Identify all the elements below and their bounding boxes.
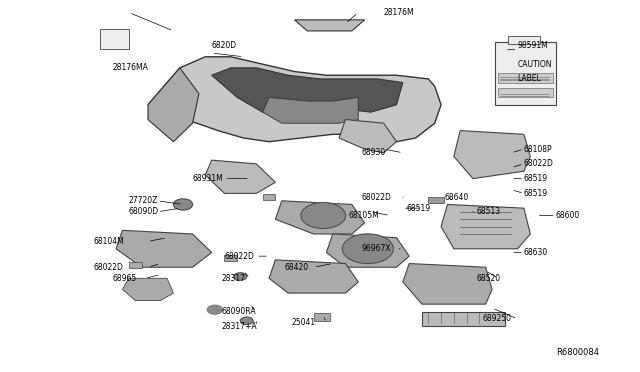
- Polygon shape: [116, 230, 212, 267]
- Text: 68520: 68520: [476, 274, 500, 283]
- Circle shape: [241, 317, 253, 324]
- Bar: [262, 194, 275, 200]
- Text: 68105M: 68105M: [349, 211, 380, 220]
- Text: 28176MA: 28176MA: [113, 63, 148, 72]
- Circle shape: [207, 305, 223, 314]
- Polygon shape: [122, 278, 173, 301]
- Bar: [499, 73, 552, 83]
- Bar: [129, 262, 141, 268]
- Polygon shape: [326, 234, 409, 267]
- Circle shape: [173, 199, 193, 210]
- Circle shape: [342, 234, 394, 263]
- Polygon shape: [441, 205, 531, 249]
- Text: 68022D: 68022D: [94, 263, 124, 272]
- Text: 68600: 68600: [556, 211, 580, 220]
- Text: 68108P: 68108P: [524, 145, 552, 154]
- Text: 68022D: 68022D: [524, 159, 554, 169]
- Bar: [428, 197, 444, 203]
- Text: 68022D: 68022D: [225, 251, 254, 261]
- Polygon shape: [275, 201, 365, 234]
- Polygon shape: [212, 68, 403, 112]
- Text: CAUTION: CAUTION: [518, 60, 552, 69]
- Text: 68022D: 68022D: [362, 193, 391, 202]
- Polygon shape: [294, 20, 365, 31]
- Text: 28317+A: 28317+A: [221, 322, 257, 331]
- Polygon shape: [205, 160, 275, 193]
- Text: 28317: 28317: [221, 274, 245, 283]
- Polygon shape: [339, 119, 396, 153]
- Polygon shape: [262, 97, 358, 123]
- Bar: [314, 313, 330, 321]
- Text: 68090D: 68090D: [129, 207, 159, 217]
- Bar: [100, 29, 129, 49]
- Text: 68930: 68930: [362, 148, 386, 157]
- Text: 68640: 68640: [444, 193, 468, 202]
- Bar: [495, 42, 556, 105]
- Text: 28176M: 28176M: [384, 8, 414, 17]
- Text: 68513: 68513: [476, 207, 500, 217]
- Text: 68519: 68519: [406, 203, 430, 213]
- Circle shape: [234, 273, 246, 280]
- Text: 68965: 68965: [113, 274, 137, 283]
- Bar: [225, 255, 237, 261]
- Text: 68420: 68420: [285, 263, 309, 272]
- Text: LABEL: LABEL: [518, 74, 541, 83]
- Text: 68931M: 68931M: [193, 174, 223, 183]
- Text: 98591M: 98591M: [518, 41, 548, 50]
- Polygon shape: [403, 263, 492, 304]
- Text: 689250: 689250: [483, 314, 511, 323]
- Bar: [499, 88, 552, 97]
- Text: R6800084: R6800084: [556, 348, 599, 357]
- Text: 68090RA: 68090RA: [221, 307, 256, 316]
- Polygon shape: [148, 57, 441, 142]
- Text: 68104M: 68104M: [94, 237, 125, 246]
- Text: 68519: 68519: [524, 174, 548, 183]
- Polygon shape: [269, 260, 358, 293]
- Text: 27720Z: 27720Z: [129, 196, 158, 205]
- Circle shape: [301, 203, 346, 228]
- Text: 25041: 25041: [291, 318, 316, 327]
- Bar: [508, 36, 540, 44]
- Text: 96967X: 96967X: [362, 244, 391, 253]
- Text: 68519: 68519: [524, 189, 548, 198]
- Text: 68630: 68630: [524, 248, 548, 257]
- Text: 6820D: 6820D: [212, 41, 237, 50]
- Polygon shape: [148, 68, 199, 142]
- Bar: [422, 311, 505, 326]
- Polygon shape: [454, 131, 531, 179]
